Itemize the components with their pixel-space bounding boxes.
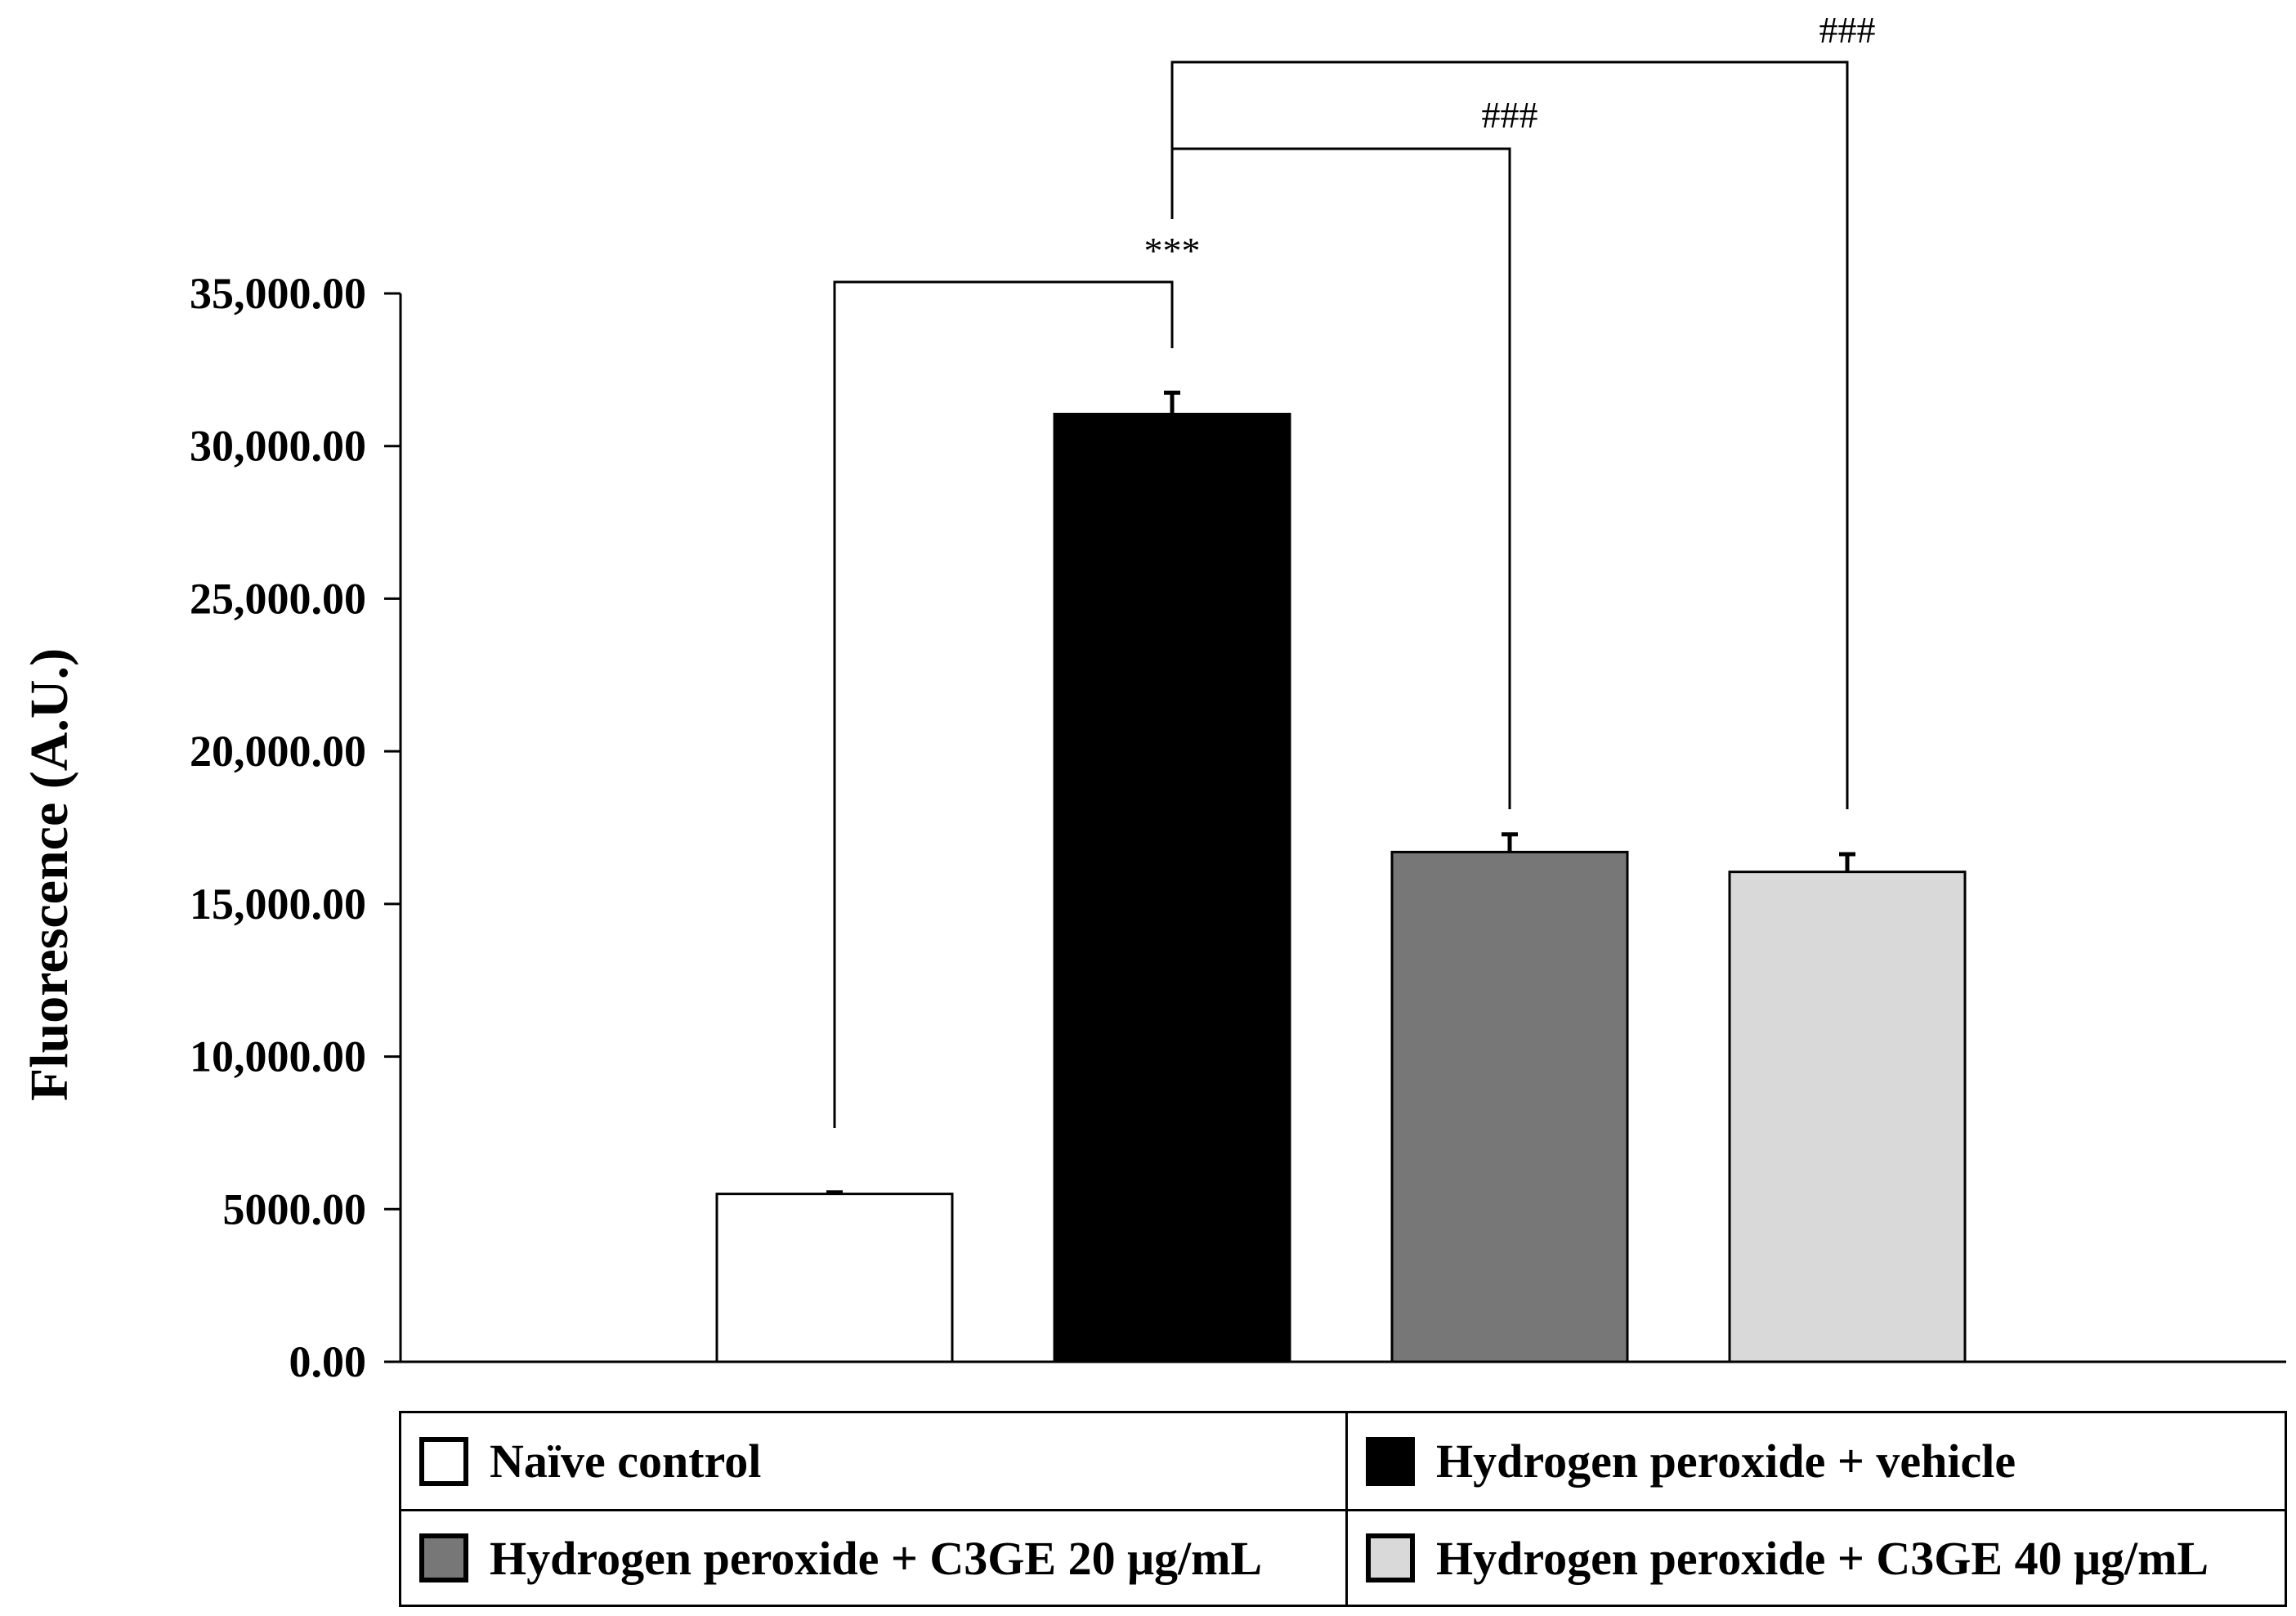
legend-item-naive-control: Naïve control [401,1413,1345,1509]
bar [1390,850,1629,1363]
legend-swatch-h2o2-vehicle [1366,1436,1415,1486]
legend-label: Hydrogen peroxide + vehicle [1436,1435,2016,1488]
y-axis-title: Fluorescence (A.U.) [20,648,79,1101]
significance-bracket [1170,147,1511,809]
legend-label: Hydrogen peroxide + C3GE 20 μg/mL [490,1531,1263,1585]
legend: Naïve control Hydrogen peroxide + vehicl… [399,1411,2287,1607]
y-tick-label: 0.00 [289,1337,367,1386]
y-tick-label: 25,000.00 [190,574,366,623]
significance-bracket [833,280,1174,1128]
significance-label: ### [1819,9,1876,51]
y-tick-label: 20,000.00 [190,727,366,776]
legend-label: Naïve control [490,1435,762,1488]
y-tick-label: 10,000.00 [190,1032,366,1081]
legend-swatch-c3ge-40 [1366,1533,1415,1582]
bar [1053,413,1291,1363]
legend-label: Hydrogen peroxide + C3GE 40 μg/mL [1436,1531,2209,1585]
legend-item-c3ge-20: Hydrogen peroxide + C3GE 20 μg/mL [401,1509,1345,1605]
legend-item-c3ge-40: Hydrogen peroxide + C3GE 40 μg/mL [1345,1509,2285,1605]
y-tick-label: 5000.00 [223,1184,367,1233]
legend-item-h2o2-vehicle: Hydrogen peroxide + vehicle [1345,1413,2285,1509]
significance-label: ### [1482,94,1538,136]
legend-swatch-naive-control [419,1436,468,1486]
bar [715,1193,954,1363]
bar [1728,871,1967,1363]
y-tick-label: 15,000.00 [190,880,366,929]
significance-bracket [1170,60,1849,809]
y-tick-label: 30,000.00 [190,422,366,471]
y-tick-label: 35,000.00 [190,269,366,318]
legend-swatch-c3ge-20 [419,1533,468,1582]
significance-label: *** [1144,230,1201,271]
